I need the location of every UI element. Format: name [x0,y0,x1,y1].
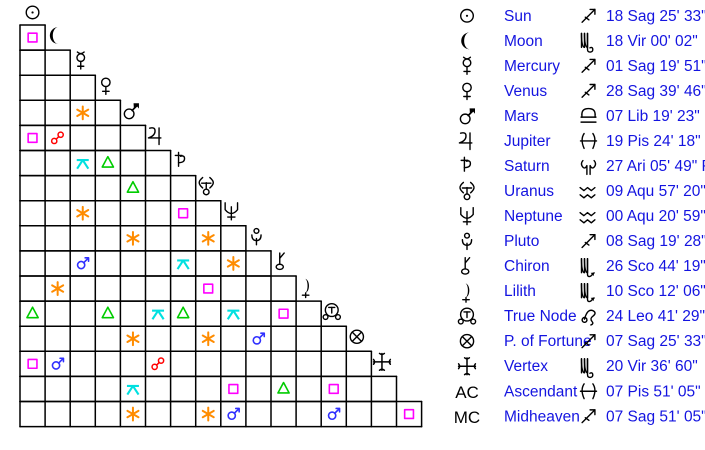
svg-text:09 Aqu 57' 20": 09 Aqu 57' 20" [606,183,705,200]
svg-text:20 Vir 36' 60": 20 Vir 36' 60" [606,358,698,375]
svg-text:26 Sco 44' 19": 26 Sco 44' 19" [606,258,705,275]
svg-text:24 Leo 41' 29": 24 Leo 41' 29" [606,308,705,325]
svg-text:28 Sag 39' 46": 28 Sag 39' 46" [606,83,705,100]
svg-text:19 Pis 24' 18": 19 Pis 24' 18" [606,133,701,150]
svg-text:True Node: True Node [504,308,577,325]
svg-text:07 Lib 19' 23": 07 Lib 19' 23" [606,108,700,125]
svg-text:Jupiter: Jupiter [504,133,551,150]
svg-text:Saturn: Saturn [504,158,550,175]
svg-text:18 Vir 00' 02": 18 Vir 00' 02" [606,33,698,50]
svg-text:Neptune: Neptune [504,208,563,225]
svg-text:07 Sag 51' 05": 07 Sag 51' 05" [606,408,705,425]
svg-text:Midheaven: Midheaven [504,408,580,425]
svg-text:10 Sco 12' 06": 10 Sco 12' 06" [606,283,705,300]
svg-text:MC: MC [454,408,480,427]
svg-text:Moon: Moon [504,33,543,50]
svg-text:00 Aqu 20' 59": 00 Aqu 20' 59" [606,208,705,225]
svg-text:Venus: Venus [504,83,547,100]
svg-text:Mars: Mars [504,108,539,125]
svg-text:08 Sag 19' 28": 08 Sag 19' 28" [606,233,705,250]
svg-text:AC: AC [455,383,479,402]
svg-text:Uranus: Uranus [504,183,554,200]
svg-text:Chiron: Chiron [504,258,550,275]
svg-text:Ascendant: Ascendant [504,383,578,400]
svg-text:27 Ari 05' 49" R: 27 Ari 05' 49" R [606,158,705,175]
svg-text:P. of Fortune: P. of Fortune [504,333,592,350]
svg-text:Lilith: Lilith [504,283,536,300]
svg-text:Mercury: Mercury [504,58,560,75]
svg-text:18 Sag 25' 33": 18 Sag 25' 33" [606,8,705,25]
svg-text:Pluto: Pluto [504,233,539,250]
svg-text:Sun: Sun [504,8,532,25]
svg-text:01 Sag 19' 51" R: 01 Sag 19' 51" R [606,58,705,75]
svg-text:07 Pis 51' 05": 07 Pis 51' 05" [606,383,701,400]
svg-text:Vertex: Vertex [504,358,548,375]
svg-text:07 Sag 25' 33": 07 Sag 25' 33" [606,333,705,350]
